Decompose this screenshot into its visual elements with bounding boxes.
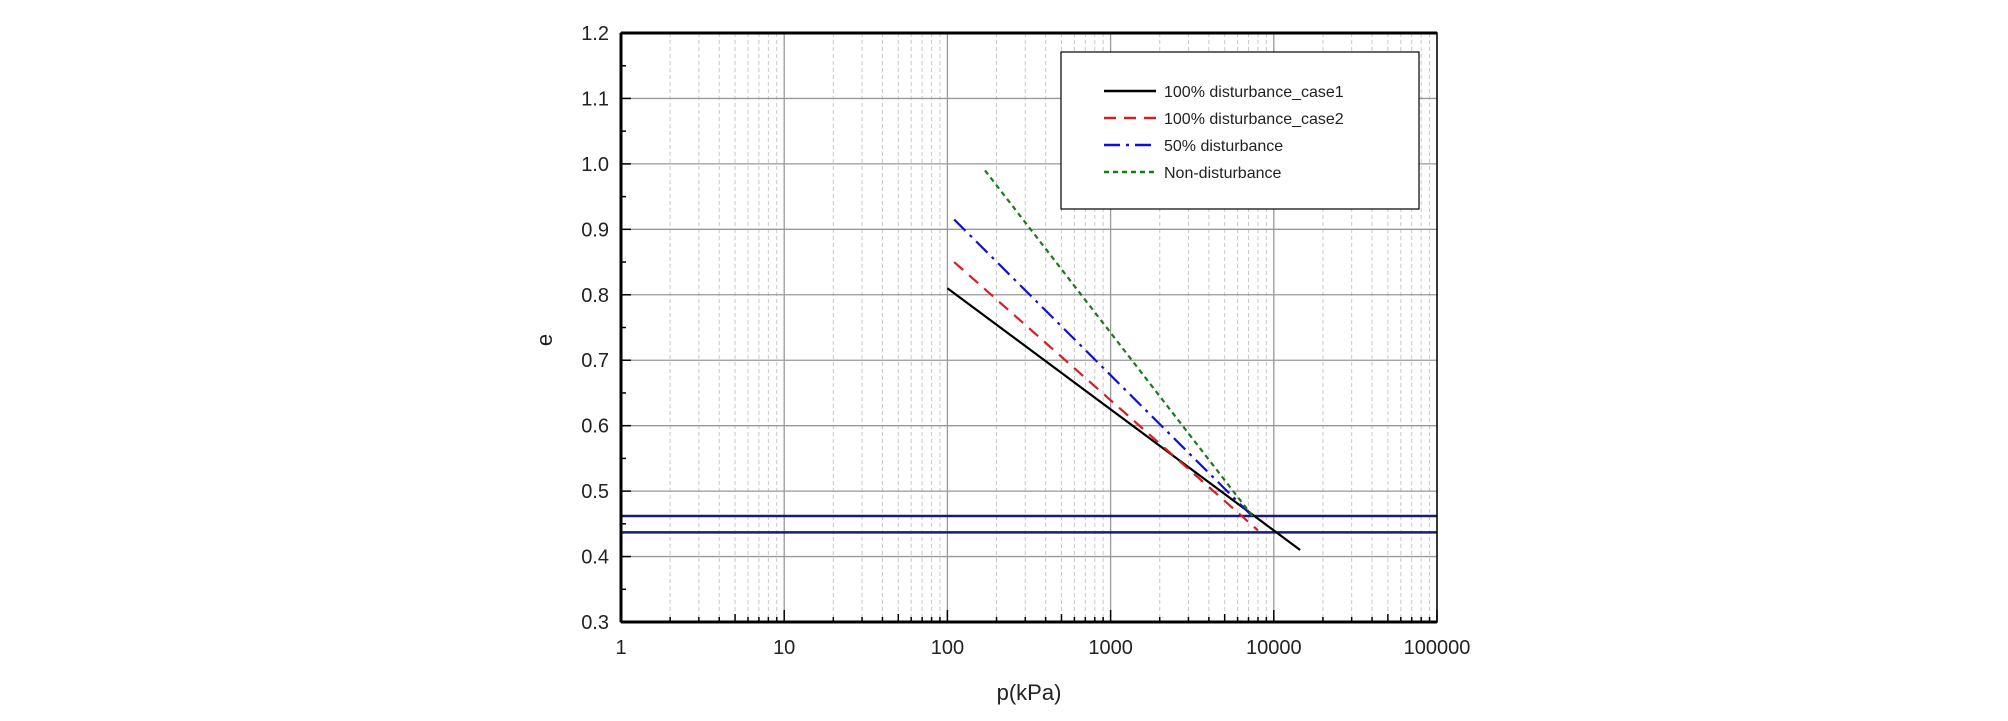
legend-label: 50% disturbance bbox=[1164, 138, 1283, 155]
reference-lines bbox=[621, 514, 1437, 534]
y-axis-label: e bbox=[532, 334, 557, 346]
y-tick-label: 1.2 bbox=[581, 23, 609, 45]
series-line-100-disturbance-case2 bbox=[953, 261, 1259, 532]
y-tick-label: 0.4 bbox=[581, 547, 609, 569]
ticks: 1 10 100 1000 10000 100000 0.3 0.4 0.5 0.6 0.7 0.8 0… bbox=[581, 23, 1470, 659]
legend-label: 100% disturbance_case1 bbox=[1164, 84, 1344, 101]
legend-label: 100% disturbance_case2 bbox=[1164, 111, 1344, 128]
x-tick-label: 10000 bbox=[1246, 637, 1302, 659]
y-tick-label: 0.3 bbox=[581, 612, 609, 634]
legend: 100% disturbance_case1 100% disturbance_c… bbox=[1060, 51, 1420, 210]
x-tick-label: 10 bbox=[773, 637, 795, 659]
series-lines bbox=[946, 169, 1301, 551]
y-tick-label: 0.7 bbox=[581, 350, 609, 372]
x-tick-label: 100000 bbox=[1404, 637, 1471, 659]
y-tick-label: 0.8 bbox=[581, 285, 609, 307]
y-tick-label: 0.6 bbox=[581, 416, 609, 438]
series-line-non-disturbance bbox=[984, 169, 1255, 518]
legend-box bbox=[1060, 51, 1420, 210]
y-tick-label: 0.5 bbox=[581, 481, 609, 503]
y-tick-label: 0.9 bbox=[581, 219, 609, 241]
y-tick-label: 1.0 bbox=[581, 154, 609, 176]
series-line-50-disturbance bbox=[953, 218, 1255, 519]
x-tick-label: 100 bbox=[931, 637, 964, 659]
x-tick-label: 1 bbox=[615, 637, 626, 659]
legend-label: Non-disturbance bbox=[1164, 165, 1282, 182]
x-tick-label: 1000 bbox=[1088, 637, 1133, 659]
x-axis-label: p(kPa) bbox=[997, 680, 1062, 705]
y-tick-label: 1.1 bbox=[581, 88, 609, 110]
